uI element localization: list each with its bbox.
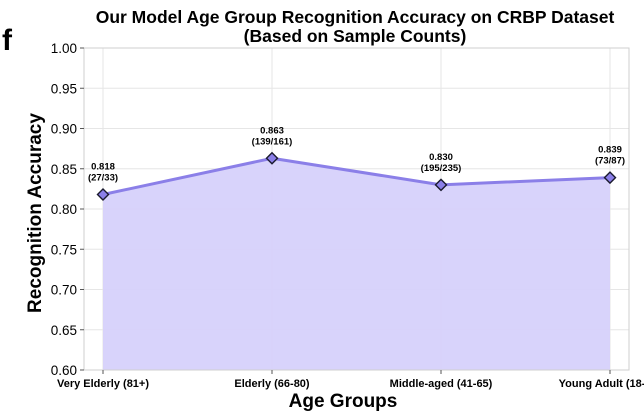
data-markers <box>96 151 617 201</box>
y-tick-label: 0.70 <box>51 283 77 298</box>
data-labels: 0.818(27/33) 0.863(139/161) 0.830(195/235)… <box>88 125 625 183</box>
data-point-marker <box>96 188 110 201</box>
x-axis-ticks: Very Elderly (81+) Elderly (66-80) Middle-… <box>57 370 644 390</box>
data-count-label: (195/235) <box>421 163 462 174</box>
y-tick-label: 0.60 <box>51 363 77 378</box>
y-axis-ticks: 0.60 0.65 0.70 0.75 0.80 0.85 0.90 0.95 1.00 <box>51 41 84 378</box>
y-tick-label: 0.95 <box>51 81 77 96</box>
data-point-marker <box>265 151 279 165</box>
series-line <box>102 156 611 196</box>
y-tick-label: 0.80 <box>51 202 77 217</box>
accuracy-line <box>102 156 611 196</box>
data-point-marker <box>603 171 617 185</box>
x-tick-label: Very Elderly (81+) <box>57 378 149 390</box>
chart-title-line2: (Based on Sample Counts) <box>244 26 467 46</box>
area-under-line <box>103 158 610 370</box>
x-tick-label: Middle-aged (41-65) <box>390 378 493 390</box>
data-point-marker <box>434 178 448 192</box>
y-tick-label: 0.90 <box>51 122 77 137</box>
data-count-label: (139/161) <box>252 136 293 147</box>
data-value-label: 0.830 <box>429 152 453 163</box>
y-tick-label: 1.00 <box>51 41 77 56</box>
data-value-label: 0.863 <box>260 125 284 136</box>
y-axis-label: Recognition Accuracy <box>25 113 46 313</box>
data-count-label: (27/33) <box>88 173 118 184</box>
data-value-label: 0.818 <box>91 162 115 173</box>
panel-letter: f <box>2 24 13 57</box>
data-value-label: 0.839 <box>598 145 622 156</box>
x-axis-label: Age Groups <box>289 391 398 411</box>
x-tick-label: Young Adult (18-40) <box>559 378 644 390</box>
chart-title-line1: Our Model Age Group Recognition Accuracy… <box>96 7 615 27</box>
area-fill <box>103 158 610 370</box>
x-tick-label: Elderly (66-80) <box>234 378 310 390</box>
y-tick-label: 0.75 <box>51 242 77 257</box>
y-tick-label: 0.85 <box>51 162 77 177</box>
y-tick-label: 0.65 <box>51 323 77 338</box>
data-count-label: (73/87) <box>595 156 625 167</box>
